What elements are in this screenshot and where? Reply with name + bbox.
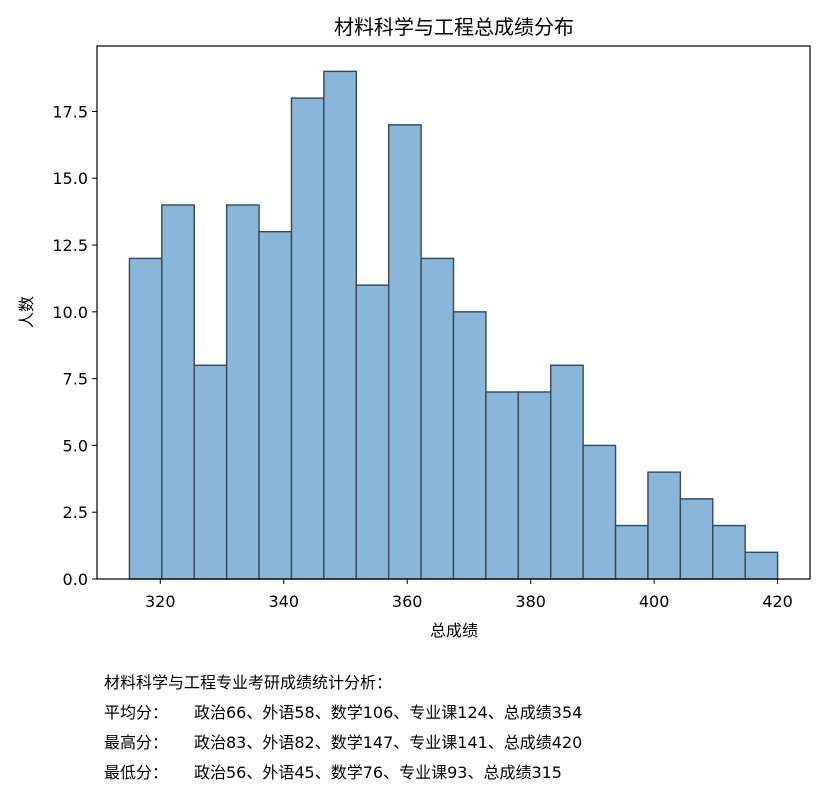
histogram-bar xyxy=(290,97,325,580)
summary-text: 政治56、外语45、数学76、专业课93、总成绩315 xyxy=(194,763,562,782)
y-tick-label: 7.5 xyxy=(63,370,88,389)
summary-row-max: 最高分： 政治83、外语82、数学147、专业课141、总成绩420 xyxy=(104,728,804,758)
x-tick-label: 400 xyxy=(639,592,670,611)
histogram-bar xyxy=(128,257,163,580)
summary-heading: 材料科学与工程专业考研成绩统计分析： xyxy=(104,673,393,692)
y-axis-ticks: 0.0 2.5 5.0 7.5 10.0 12.5 15.0 17.5 xyxy=(52,102,97,589)
x-tick-label: 420 xyxy=(762,592,793,611)
statistics-summary: 材料科学与工程专业考研成绩统计分析： 平均分： 政治66、外语58、数学106、专… xyxy=(104,668,804,788)
bars-group xyxy=(128,70,779,580)
histogram-bar xyxy=(517,391,552,580)
y-tick-label: 17.5 xyxy=(52,102,88,121)
y-tick-label: 10.0 xyxy=(52,303,88,322)
x-tick-label: 380 xyxy=(515,592,546,611)
histogram-chart: 材料科学与工程总成绩分布 320 340 360 380 400 420 0.0 2.5 5.… xyxy=(17,15,811,640)
y-tick-label: 0.0 xyxy=(63,570,88,589)
x-tick-label: 360 xyxy=(392,592,423,611)
histogram-bar xyxy=(387,124,422,580)
summary-row-min: 最低分： 政治56、外语45、数学76、专业课93、总成绩315 xyxy=(104,758,804,788)
x-axis-ticks: 320 340 360 380 400 420 xyxy=(145,579,793,611)
histogram-bar xyxy=(712,524,746,580)
histogram-bar xyxy=(647,471,682,580)
y-tick-label: 12.5 xyxy=(52,236,88,255)
plot-frame xyxy=(96,45,811,580)
histogram-bar xyxy=(355,284,390,580)
summary-text: 政治66、外语58、数学106、专业课124、总成绩354 xyxy=(194,703,583,722)
histogram-bar xyxy=(485,391,520,580)
summary-label: 最低分： xyxy=(104,763,169,782)
histogram-bar xyxy=(258,230,293,580)
chart-title: 材料科学与工程总成绩分布 xyxy=(334,15,574,39)
summary-label: 平均分： xyxy=(104,703,169,722)
histogram-bar xyxy=(614,524,649,580)
histogram-bar xyxy=(323,70,357,580)
summary-label: 最高分： xyxy=(104,733,169,752)
summary-text: 政治83、外语82、数学147、专业课141、总成绩420 xyxy=(194,733,583,752)
x-tick-label: 340 xyxy=(268,592,299,611)
histogram-bar xyxy=(161,204,195,580)
y-tick-label: 15.0 xyxy=(52,169,88,188)
summary-row-average: 平均分： 政治66、外语58、数学106、专业课124、总成绩354 xyxy=(104,698,804,728)
y-tick-label: 2.5 xyxy=(63,503,88,522)
histogram-bar xyxy=(225,204,260,580)
y-axis-label: 人数 xyxy=(17,296,36,328)
x-axis-label: 总成绩 xyxy=(430,621,478,640)
histogram-bar xyxy=(550,364,584,580)
x-tick-label: 320 xyxy=(145,592,176,611)
histogram-bar xyxy=(420,257,455,580)
histogram-bar xyxy=(582,444,617,580)
histogram-bar xyxy=(744,551,779,580)
histogram-bar xyxy=(452,311,487,580)
y-tick-label: 5.0 xyxy=(63,436,88,455)
histogram-bar xyxy=(679,498,714,580)
histogram-bar xyxy=(193,364,228,580)
